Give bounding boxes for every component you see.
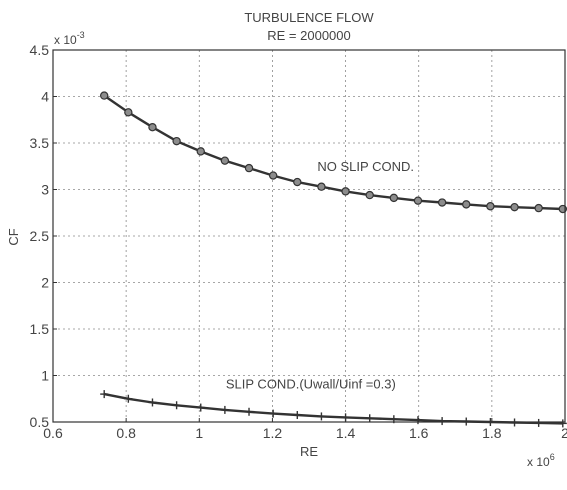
x-tick-label: 0.8 — [116, 425, 136, 441]
annotations: NO SLIP COND. SLIP COND.(Uwall/Uinf =0.3) — [226, 159, 414, 392]
data-point-circle — [268, 171, 278, 180]
data-point-plus — [124, 394, 133, 403]
y-exponent-label: x 10-3 — [54, 30, 85, 47]
x-exponent-label: x 106 — [527, 452, 555, 469]
y-tick-label: 1.5 — [30, 321, 50, 337]
y-tick-label: 3.5 — [30, 135, 50, 151]
data-point-circle — [437, 198, 447, 207]
y-tick-label: 4.5 — [30, 42, 50, 58]
data-point-circle — [99, 91, 109, 100]
data-point-plus — [196, 403, 205, 412]
data-point-circle — [462, 200, 471, 209]
data-point-plus — [438, 417, 447, 426]
data-point-plus — [293, 411, 302, 420]
x-tick-label: 1.4 — [336, 425, 356, 441]
y-tick-label: 2 — [41, 275, 49, 291]
x-tick-label: 1.8 — [482, 425, 502, 441]
data-point-plus — [172, 401, 181, 410]
y-tick-label: 3 — [41, 182, 49, 198]
data-point-circle — [317, 182, 326, 191]
data-point-plus — [534, 418, 543, 427]
x-tick-label: 1.6 — [409, 425, 429, 441]
y-tick-label: 2.5 — [30, 228, 50, 244]
data-point-circle — [220, 156, 230, 165]
grid-lines — [52, 49, 566, 423]
y-axis-label: CF — [6, 228, 21, 245]
tick-labels: 0.6 0.8 1 1.2 1.4 1.6 1.8 2 0.5 1 1.5 2 2.5 3 3.5 4 4.5 — [30, 42, 567, 441]
data-point-circle — [172, 136, 181, 146]
data-point-circle — [196, 147, 205, 156]
data-point-plus — [413, 416, 422, 425]
data-point-plus — [220, 405, 229, 414]
data-point-circle — [293, 177, 302, 187]
x-tick-label: 2 — [561, 425, 567, 441]
data-point-plus — [269, 409, 278, 418]
data-point-circle — [510, 202, 519, 212]
data-point-circle — [148, 122, 157, 132]
data-point-circle — [244, 163, 254, 173]
y-tick-label: 0.5 — [30, 414, 50, 430]
data-point-circle — [389, 193, 399, 203]
data-point-plus — [341, 413, 350, 422]
data-point-plus — [317, 412, 326, 421]
series-line-2 — [103, 392, 563, 425]
data-point-circle — [486, 202, 495, 211]
series-line-1 — [103, 94, 563, 211]
data-point-circle — [534, 203, 543, 213]
data-point-circle — [413, 196, 423, 205]
data-point-plus — [148, 398, 157, 407]
data-point-circle — [341, 187, 350, 196]
x-tick-label: 0.6 — [43, 425, 63, 441]
y-tick-label: 1 — [41, 368, 49, 384]
data-point-plus — [100, 390, 109, 399]
x-tick-label: 1 — [195, 425, 203, 441]
chart-subtitle: RE = 2000000 — [267, 28, 350, 43]
data-point-circle — [124, 108, 133, 117]
data-point-plus — [365, 414, 374, 423]
data-point-circle — [365, 190, 374, 200]
x-tick-label: 1.2 — [263, 425, 283, 441]
x-axis-label: RE — [300, 444, 318, 459]
plot-frame — [52, 49, 566, 423]
data-point-plus — [245, 407, 254, 416]
y-tick-label: 4 — [41, 89, 49, 105]
data-point-plus — [558, 419, 567, 428]
annotation-label: SLIP COND.(Uwall/Uinf =0.3) — [226, 377, 396, 392]
chart-title: TURBULENCE FLOW — [244, 10, 374, 25]
annotation-label: NO SLIP COND. — [317, 159, 414, 174]
